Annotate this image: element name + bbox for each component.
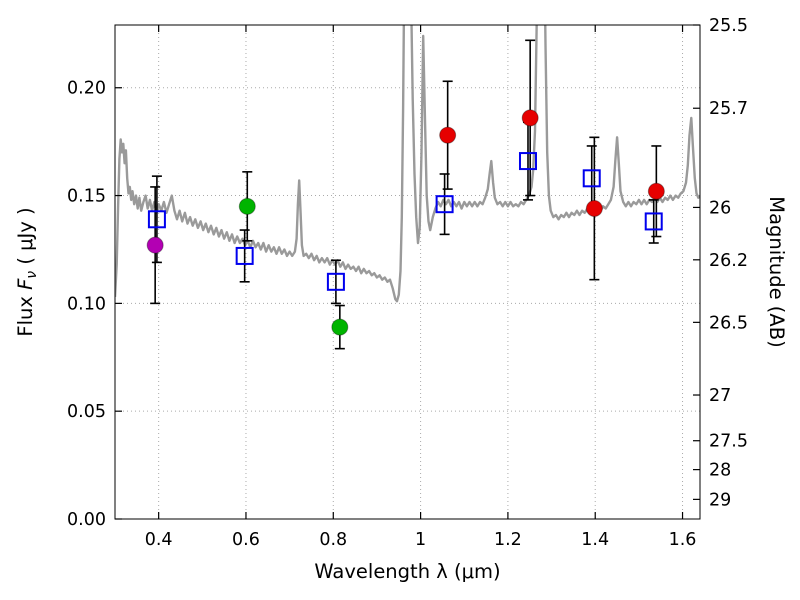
square-marker <box>326 272 345 291</box>
axis-ticks <box>115 24 700 520</box>
x-axis-label: Wavelength λ (μm) <box>314 560 500 583</box>
right-tick-label: 26.5 <box>709 313 748 333</box>
circle-marker <box>238 197 256 215</box>
y-tick-label: 0.00 <box>67 510 106 530</box>
y-tick-label: 0.15 <box>67 187 106 207</box>
y-axis-label: Flux Fν ( μJy ) <box>14 207 40 336</box>
axes-frame <box>114 24 701 520</box>
x-tick-label: 0.6 <box>232 530 260 550</box>
error-bars <box>150 39 662 350</box>
x-tick-label: 1 <box>415 530 426 550</box>
right-axis-label: Magnitude (AB) <box>765 196 788 347</box>
circle-marker <box>331 318 349 336</box>
x-tick-label: 1.4 <box>581 530 609 550</box>
square-marker <box>435 195 454 214</box>
y-tick-label: 0.05 <box>67 402 106 422</box>
x-tick-label: 1.6 <box>669 530 697 550</box>
circle-marker <box>585 199 603 217</box>
circle-marker <box>146 236 164 254</box>
circle-marker <box>647 182 665 200</box>
right-tick-label: 28 <box>709 461 731 481</box>
right-tick-label: 27.5 <box>709 432 748 452</box>
square-marker <box>644 212 663 231</box>
right-tick-label: 29 <box>709 490 731 510</box>
x-tick-label: 1.2 <box>494 530 522 550</box>
right-tick-label: 27 <box>709 386 731 406</box>
filled-circle-points-markers <box>146 109 665 336</box>
circle-marker <box>439 126 457 144</box>
right-tick-label: 25.7 <box>709 99 748 119</box>
right-tick-label: 26.2 <box>709 251 748 271</box>
tick-labels: 0.4 0.6 0.8 1 1.2 1.4 1.6 0.00 0.05 0.10 0.15 0.20 2… <box>67 16 748 550</box>
square-marker <box>582 169 601 188</box>
open-square-points-markers <box>147 152 663 291</box>
y-tick-label: 0.20 <box>67 79 106 99</box>
y-tick-label: 0.10 <box>67 294 106 314</box>
x-tick-label: 0.4 <box>145 530 173 550</box>
circle-marker <box>521 109 539 127</box>
square-marker <box>518 152 537 171</box>
right-tick-label: 25.5 <box>709 16 748 36</box>
right-tick-label: 26 <box>709 198 731 218</box>
x-tick-label: 0.8 <box>319 530 347 550</box>
square-marker <box>147 210 166 229</box>
square-marker <box>235 246 254 265</box>
